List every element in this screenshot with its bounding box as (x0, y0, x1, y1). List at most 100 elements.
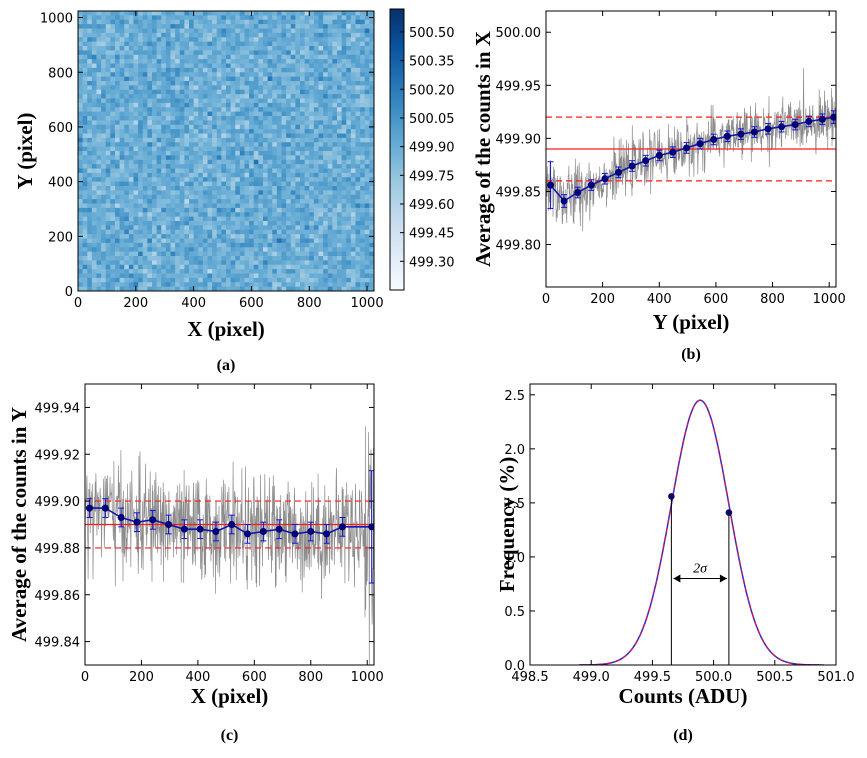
heatmap-cell (212, 151, 218, 156)
heatmap-cell (212, 41, 218, 47)
heatmap-cell (207, 264, 213, 270)
heatmap-cell (295, 63, 301, 69)
heatmap-cell (142, 151, 148, 156)
heatmap-cell (138, 277, 144, 283)
heatmap-cell (235, 11, 241, 16)
heatmap-cell (235, 260, 241, 266)
heatmap-cell (193, 24, 199, 30)
heatmap-cell (258, 72, 264, 78)
heatmap-cell (216, 177, 222, 183)
heatmap-cell (119, 229, 125, 235)
heatmap-cell (341, 286, 347, 291)
heatmap-cell (78, 225, 84, 231)
heatmap-cell (175, 216, 181, 222)
heatmap-cell (189, 146, 195, 152)
heatmap-cell (198, 142, 204, 148)
heatmap-cell (318, 159, 324, 165)
heatmap-cell (281, 260, 287, 266)
heatmap-cell (221, 264, 227, 270)
heatmap-cell (327, 273, 333, 279)
heatmap-cell (142, 81, 148, 86)
heatmap-cell (341, 11, 347, 16)
heatmap-cell (263, 54, 269, 60)
heatmap-cell (286, 129, 292, 135)
heatmap-cell (239, 251, 246, 257)
heatmap-cell (198, 221, 204, 226)
heatmap-cell (244, 116, 250, 121)
heatmap-cell (332, 238, 338, 244)
heatmap-cell (202, 111, 209, 117)
heatmap-cell (170, 277, 176, 283)
heatmap-cell (184, 98, 190, 104)
heatmap-cell (170, 242, 176, 248)
heatmap-cell (332, 15, 338, 21)
heatmap-cell (253, 151, 259, 156)
heatmap-cell (142, 181, 148, 187)
heatmap-cell (184, 282, 190, 288)
heatmap-cell (230, 54, 236, 60)
x-tick-label: 499.0 (573, 670, 610, 685)
heatmap-cell (128, 54, 135, 60)
binned-point (212, 528, 220, 536)
heatmap-cell (226, 94, 232, 100)
heatmap-cell (147, 11, 153, 16)
heatmap-cell (281, 63, 287, 69)
heatmap-cell (244, 89, 250, 95)
heatmap-cell (258, 94, 264, 100)
heatmap-cell (253, 181, 259, 187)
heatmap-cell (101, 11, 107, 16)
heatmap-cell (226, 234, 232, 240)
heatmap-cell (119, 159, 125, 165)
heatmap-cell (258, 19, 264, 25)
heatmap-cell (101, 251, 107, 257)
heatmap-cell (207, 190, 213, 196)
heatmap-cell (360, 111, 366, 117)
heatmap-cell (355, 159, 361, 165)
heatmap-cell (124, 124, 130, 130)
heatmap-cell (272, 256, 278, 261)
heatmap-cell (128, 186, 135, 191)
heatmap-cell (78, 273, 84, 279)
heatmap-cell (272, 229, 278, 235)
heatmap-cell (355, 172, 361, 178)
heatmap-cell (364, 142, 370, 148)
heatmap-cell (78, 229, 84, 235)
heatmap-cell (96, 67, 102, 73)
heatmap-cell (221, 190, 227, 196)
heatmap-cell (179, 251, 185, 257)
heatmap-cell (300, 89, 306, 95)
heatmap-cell (96, 41, 102, 47)
heatmap-cell (147, 234, 153, 240)
heatmap-cell (128, 46, 135, 51)
heatmap-cell (193, 72, 199, 78)
heatmap-cell (300, 102, 306, 108)
heatmap-cell (253, 28, 259, 34)
heatmap-cell (91, 155, 98, 161)
heatmap-cell (115, 41, 121, 47)
heatmap-cell (78, 142, 84, 148)
heatmap-cell (364, 225, 370, 231)
heatmap-cell (318, 76, 324, 82)
heatmap-cell (202, 242, 209, 248)
heatmap-cell (105, 207, 111, 213)
heatmap-cell (156, 260, 162, 266)
heatmap-cell (318, 19, 324, 25)
heatmap-cell (207, 256, 213, 261)
heatmap-cell (78, 46, 84, 51)
heatmap-cell (272, 46, 278, 51)
heatmap-cell (253, 129, 259, 135)
heatmap-cell (337, 107, 343, 113)
heatmap-cell (175, 11, 181, 16)
heatmap-cell (272, 102, 278, 108)
heatmap-cell (152, 142, 158, 148)
heatmap-cell (156, 186, 162, 191)
y-tick-label: 400 (48, 176, 73, 191)
heatmap-cell (226, 19, 232, 25)
heatmap-cell (350, 124, 357, 130)
heatmap-cell (156, 264, 162, 270)
heatmap-cell (142, 168, 148, 174)
heatmap-cell (323, 102, 329, 108)
heatmap-cell (226, 142, 232, 148)
heatmap-cell (170, 54, 176, 60)
colorbar-tick-label: 500.50 (409, 26, 455, 41)
